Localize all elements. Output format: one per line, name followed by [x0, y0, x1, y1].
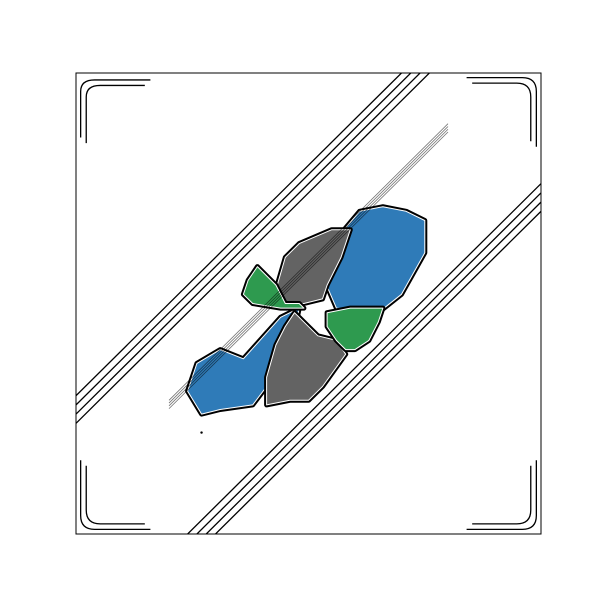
- filled-regions: [168, 123, 449, 417]
- filled-region: [326, 307, 384, 351]
- band-contour-line: [205, 201, 541, 534]
- corner-contour-top-right: [466, 76, 537, 147]
- corner-contour-bottom-left: [80, 460, 151, 531]
- corner-contour-top-left: [85, 84, 145, 144]
- corner-contours: [80, 76, 537, 531]
- plot-frame: [75, 72, 542, 535]
- band-contour-line: [76, 73, 431, 425]
- stray-point: [200, 431, 203, 434]
- band-contour-line: [195, 191, 541, 534]
- overlay-contour-line: [168, 123, 449, 401]
- overlay-contour-line: [168, 128, 449, 407]
- band-contour-line: [76, 73, 422, 416]
- band-contour-line: [214, 210, 541, 534]
- overlay-contour-line: [168, 126, 449, 404]
- corner-contour-bottom-left: [85, 465, 145, 525]
- corner-contour-top-left: [80, 79, 151, 138]
- corner-contour-bottom-right: [472, 465, 532, 525]
- corner-contour-top-right: [472, 82, 532, 142]
- overlay-contour-line: [168, 131, 449, 409]
- band-contour-line: [186, 182, 541, 534]
- band-contour-line: [76, 73, 403, 397]
- band-contour-line: [76, 73, 412, 406]
- corner-contour-bottom-right: [466, 460, 537, 531]
